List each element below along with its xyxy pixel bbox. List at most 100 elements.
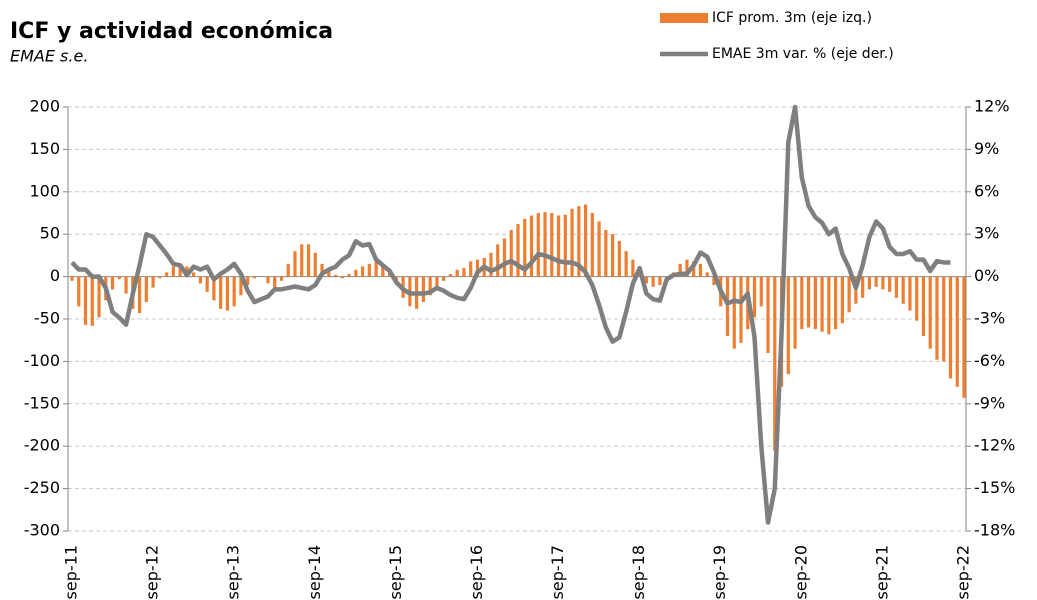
bar	[617, 240, 621, 277]
y2-tick-label: 3%	[974, 224, 999, 243]
bar	[955, 276, 959, 387]
y2-tick-label: -9%	[974, 393, 1005, 412]
bar	[570, 208, 574, 277]
x-tick-label: sep-13	[224, 545, 243, 599]
bar	[692, 261, 696, 277]
y2-tick-label: -15%	[974, 478, 1015, 497]
bar	[279, 276, 284, 281]
bar	[300, 244, 304, 277]
bar	[725, 276, 730, 336]
bar	[827, 276, 831, 335]
bar	[793, 276, 797, 349]
bar	[752, 276, 757, 318]
chart-subtitle: EMAE s.e.	[10, 47, 88, 66]
bar	[921, 276, 926, 336]
bar	[556, 215, 561, 277]
bar	[252, 276, 257, 279]
y2-tick-label: 0%	[974, 266, 999, 285]
bar	[225, 276, 230, 311]
bar	[854, 276, 858, 304]
bar	[773, 276, 777, 451]
bar	[428, 276, 432, 296]
y-tick-label: 100	[29, 181, 60, 200]
bar	[83, 276, 88, 325]
bar	[766, 276, 770, 353]
bar	[847, 276, 851, 313]
y2-tick-label: -18%	[974, 521, 1015, 540]
bar	[178, 263, 182, 277]
bar	[77, 276, 81, 307]
bar	[232, 276, 236, 307]
bar	[698, 263, 703, 277]
bar	[70, 276, 74, 281]
bar	[97, 276, 101, 318]
bar	[516, 224, 520, 277]
bar	[462, 268, 466, 277]
bar	[908, 276, 912, 311]
bar	[340, 276, 344, 279]
x-tick-label: sep-19	[710, 545, 729, 599]
bar	[496, 244, 500, 277]
bar	[840, 276, 844, 324]
chart-title: ICF y actividad económica	[10, 19, 333, 44]
y2-tick-label: 12%	[974, 97, 1010, 116]
bar	[354, 269, 358, 277]
bar	[455, 269, 459, 277]
bar	[313, 252, 317, 277]
bar	[732, 276, 736, 349]
bar	[597, 221, 601, 277]
bar	[171, 266, 175, 277]
bar	[421, 276, 425, 303]
legend-label: EMAE 3m var. % (eje der.)	[712, 46, 894, 62]
bar	[611, 234, 615, 277]
bar	[306, 244, 311, 277]
x-tick-label: sep-14	[305, 545, 324, 599]
bar	[475, 259, 480, 277]
y-tick-label: 50	[40, 224, 60, 243]
bar	[165, 272, 169, 277]
bar	[381, 263, 385, 277]
bar	[800, 276, 804, 330]
bar	[198, 276, 202, 284]
line-series	[70, 104, 951, 525]
y-tick-label: 150	[29, 139, 60, 158]
bar	[651, 276, 655, 287]
bar	[962, 276, 966, 398]
y-tick-label: -50	[34, 309, 60, 328]
bar	[861, 276, 865, 298]
bar	[550, 213, 554, 277]
bar	[624, 251, 628, 277]
bar	[678, 263, 682, 277]
bar	[685, 259, 689, 277]
bar	[712, 276, 716, 286]
bar	[948, 276, 953, 379]
bar	[888, 276, 892, 292]
x-tick-label: sep-15	[386, 545, 405, 599]
bar	[266, 276, 270, 284]
bar	[509, 229, 513, 277]
y-tick-label: 0	[50, 266, 60, 285]
bar	[293, 251, 297, 277]
bar	[604, 229, 608, 277]
x-tick-label: sep-16	[467, 545, 486, 599]
bar	[273, 276, 277, 290]
bar	[502, 238, 507, 277]
bar	[577, 206, 581, 277]
bar	[644, 276, 648, 284]
bar	[239, 276, 243, 296]
x-tick-label: sep-11	[62, 545, 81, 599]
bar	[320, 263, 324, 277]
y-tick-label: 200	[29, 97, 60, 116]
x-tick-label: sep-12	[143, 545, 162, 599]
y-tick-label: -150	[24, 393, 60, 412]
x-tick-label: sep-17	[548, 545, 567, 599]
bar	[327, 269, 331, 277]
bar	[205, 276, 209, 292]
legend-label: ICF prom. 3m (eje izq.)	[712, 10, 872, 26]
bar	[834, 276, 838, 330]
x-tick-label: sep-21	[872, 545, 891, 599]
bar	[442, 276, 446, 281]
bar	[90, 276, 94, 326]
